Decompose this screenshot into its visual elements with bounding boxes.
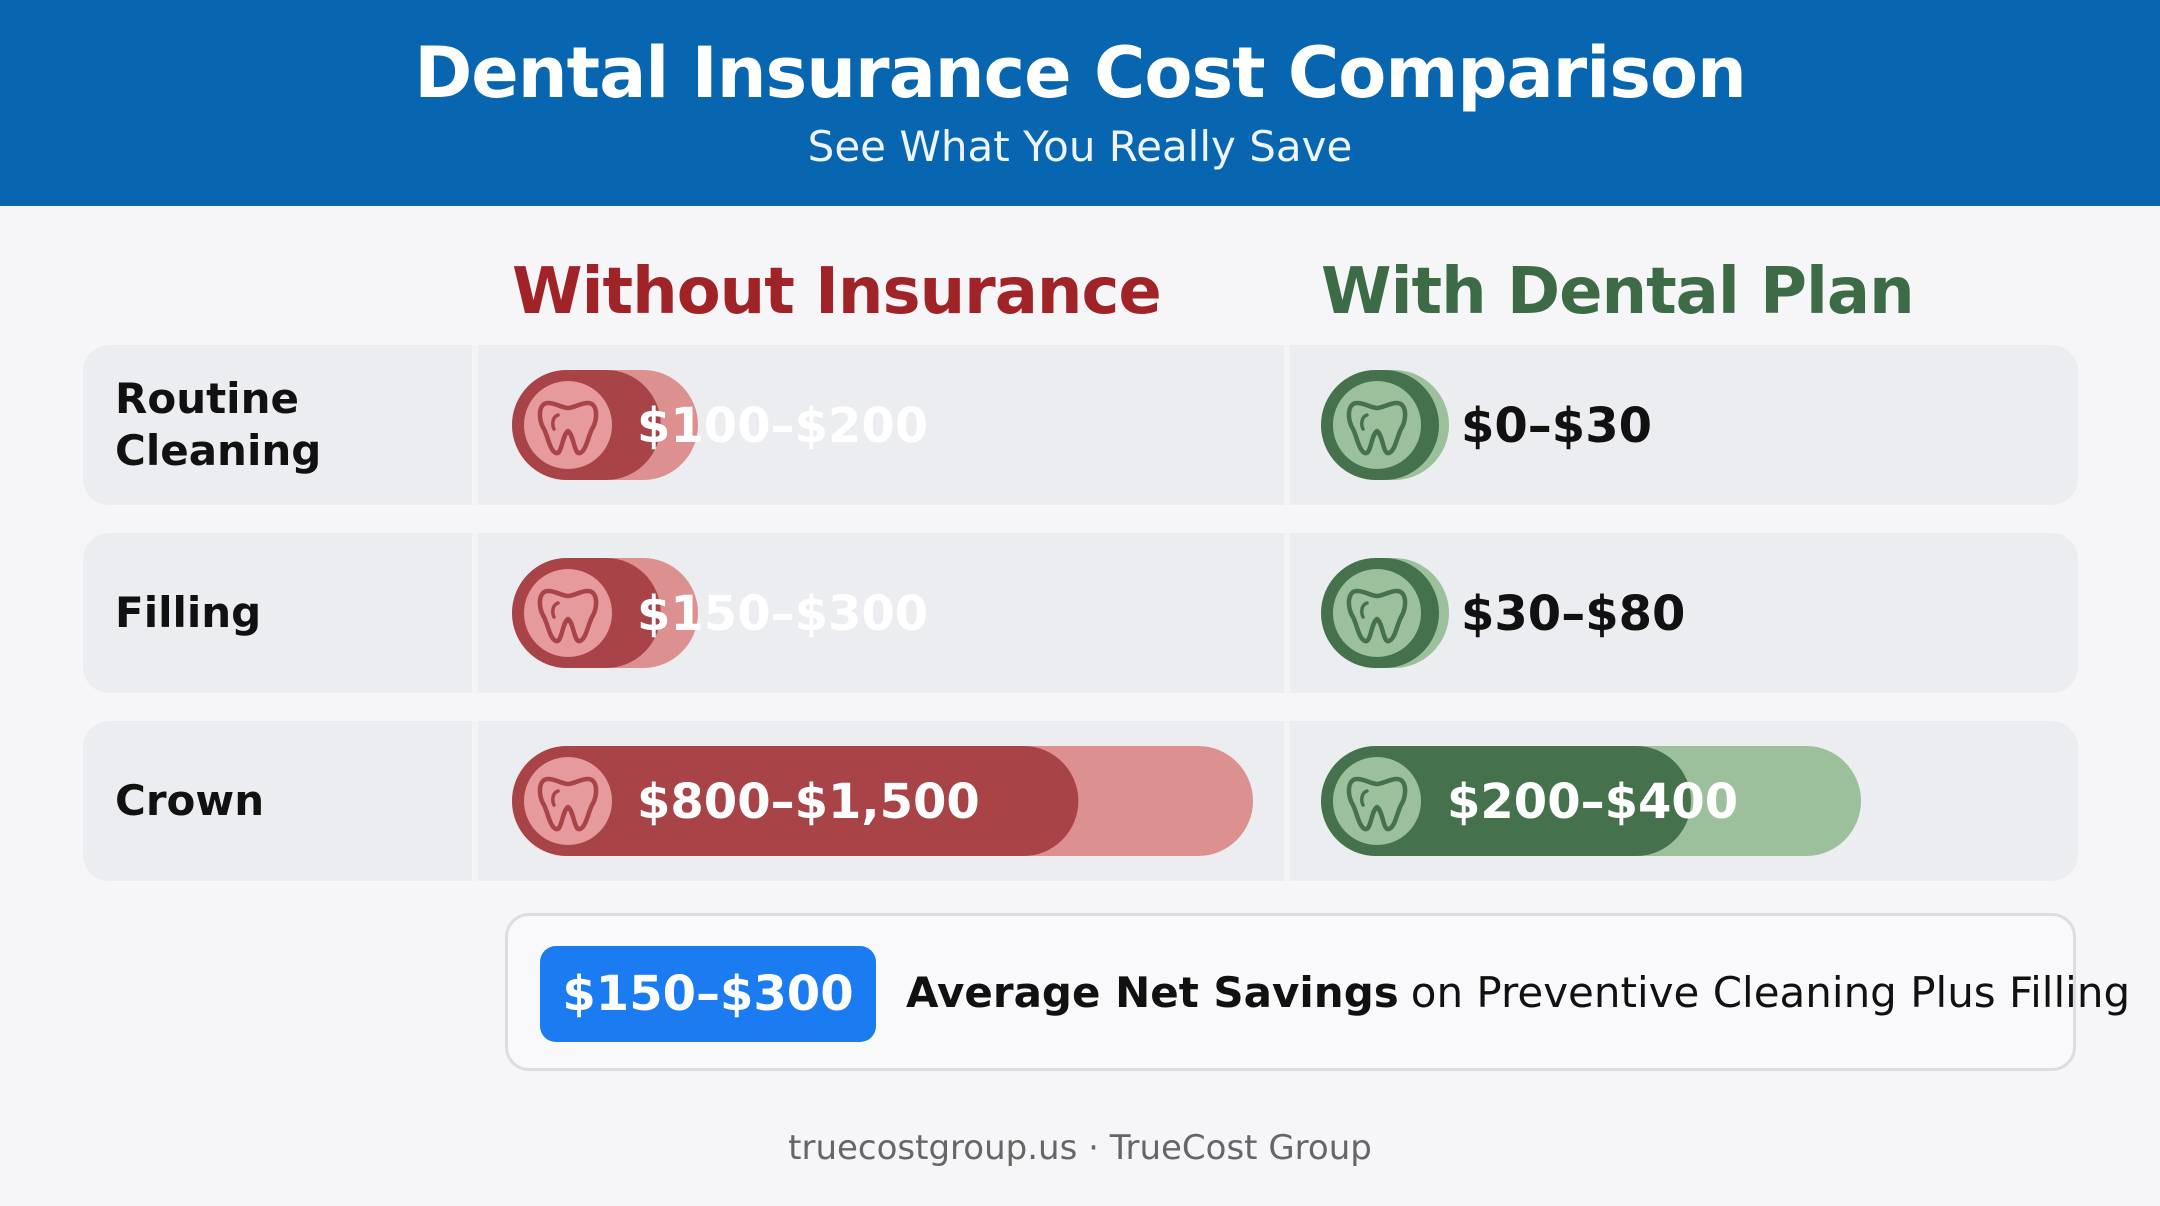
row-divider [1284,533,1290,693]
bar-label-with: $30–$80 [1461,586,1685,642]
comparison-row: Routine Cleaning $100–$200 $0–$30 [83,345,2078,505]
savings-description: Average Net Savings on Preventive Cleanin… [906,916,2130,1068]
footer-credit: truecostgroup.us · TrueCost Group [788,1128,1372,1168]
bar-label-without: $150–$300 [637,586,928,642]
tooth-icon [537,400,599,456]
savings-rest-text: on Preventive Cleaning Plus Filling [1410,967,2131,1017]
bar-without-range-min [512,746,1079,856]
row-divider [472,533,478,693]
row-divider [472,345,478,505]
page-title: Dental Insurance Cost Comparison [414,32,1747,114]
row-divider [1284,345,1290,505]
column-header-with-dental-plan: With Dental Plan [1321,255,1915,329]
row-divider [472,721,478,881]
bar-with-range-min [1321,746,1691,856]
row-label: Filling [115,588,262,637]
comparison-row: Filling $150–$300 $30–$80 [83,533,2078,693]
comparison-row: Crown $800–$1,500 $200–$400 [83,721,2078,881]
bar-label-without: $100–$200 [637,398,928,454]
row-label: Crown [115,776,265,825]
tooth-icon [1346,588,1408,644]
row-divider [1284,721,1290,881]
tooth-icon [537,776,599,832]
row-bars: $150–$300 $30–$80 [512,558,1685,668]
column-header-without-insurance: Without Insurance [512,255,1162,329]
tooth-icon [1346,776,1408,832]
row-label: Routine Cleaning [115,374,322,475]
savings-value-badge: $150–$300 [540,946,876,1042]
bar-label-without: $800–$1,500 [637,774,980,830]
savings-bold-text: Average Net Savings [906,967,1399,1017]
tooth-icon [1346,400,1408,456]
tooth-icon [537,588,599,644]
savings-callout: $150–$300 Average Net Savings on Preventi… [505,913,2130,1071]
row-bars: $100–$200 $0–$30 [512,370,1652,480]
page-subtitle: See What You Really Save [807,122,1353,171]
bar-label-with: $200–$400 [1447,774,1738,830]
row-bars: $800–$1,500 $200–$400 [512,746,1861,856]
header-banner: Dental Insurance Cost Comparison See Wha… [0,0,2160,206]
bar-label-with: $0–$30 [1461,398,1652,454]
